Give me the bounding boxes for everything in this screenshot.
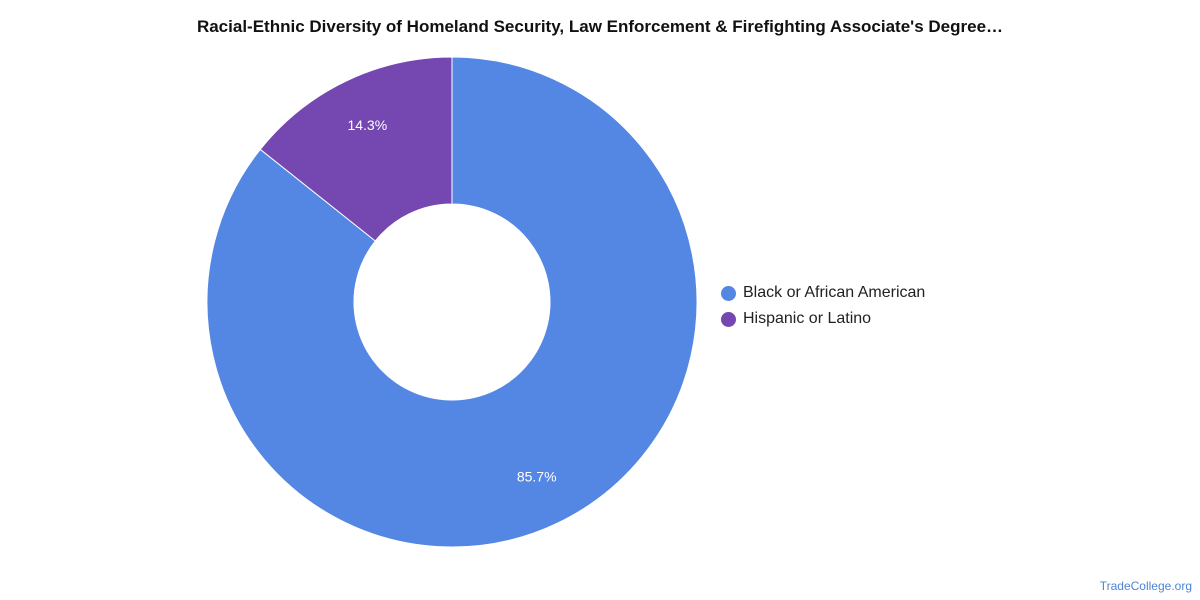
slice-value-label: 85.7% [517, 468, 557, 484]
legend-label: Hispanic or Latino [743, 310, 872, 327]
slice-value-label: 14.3% [347, 117, 387, 133]
legend: Black or African American Hispanic or La… [721, 280, 925, 332]
legend-item-hispanic-or-latino[interactable]: Hispanic or Latino [721, 306, 925, 332]
legend-item-black-or-african-american[interactable]: Black or African American [721, 280, 925, 306]
chart-title: Racial-Ethnic Diversity of Homeland Secu… [196, 17, 1004, 36]
source-credit[interactable]: TradeCollege.org [1099, 579, 1192, 593]
donut-slice-black-or-african-american[interactable] [206, 56, 698, 548]
legend-swatch [721, 285, 736, 301]
legend-swatch [721, 311, 736, 327]
legend-label: Black or African American [743, 284, 926, 301]
donut-slice-hispanic-or-latino[interactable] [259, 56, 453, 242]
